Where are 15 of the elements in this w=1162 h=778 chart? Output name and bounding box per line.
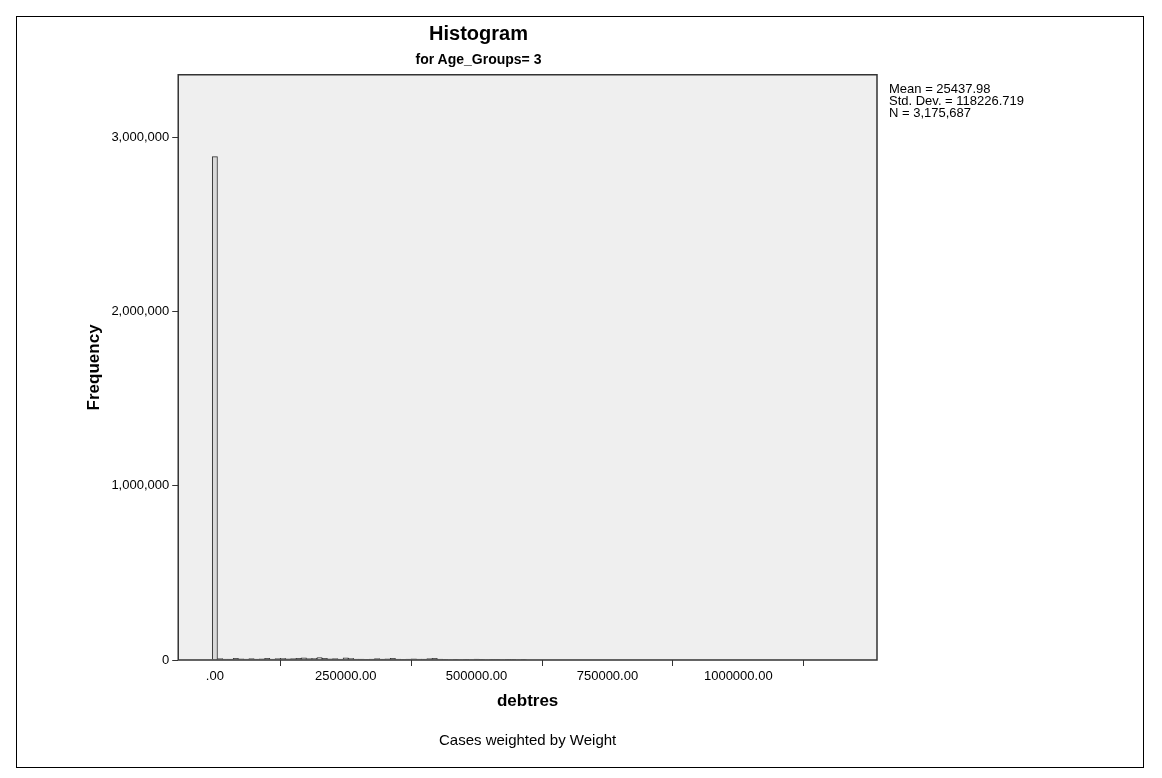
x-tick-label: 250000.00 <box>315 668 377 684</box>
chart-subtitle: for Age_Groups= 3 <box>415 51 542 68</box>
y-axis-title: Frequency <box>83 323 103 411</box>
x-tick-label: 750000.00 <box>576 668 639 684</box>
x-tick-label: 1000000.00 <box>703 668 773 684</box>
text: Mean = 25437.98 Std. Dev. = 118226.719 N = 3,175,687 <box>889 80 1025 120</box>
text: Cases weighted by Weight <box>438 730 618 748</box>
chart-title: Histogram <box>429 21 528 44</box>
y-tick-label: 3,000,000 <box>111 129 170 145</box>
y-tick-label: 0 <box>162 651 170 667</box>
x-axis-title: debtres <box>496 691 559 711</box>
x-tick-label: .00 <box>205 668 224 684</box>
x-tick-label: 500000.00 <box>445 668 508 684</box>
y-tick-label: 2,000,000 <box>111 303 170 319</box>
y-tick-label: 1,000,000 <box>111 477 170 493</box>
